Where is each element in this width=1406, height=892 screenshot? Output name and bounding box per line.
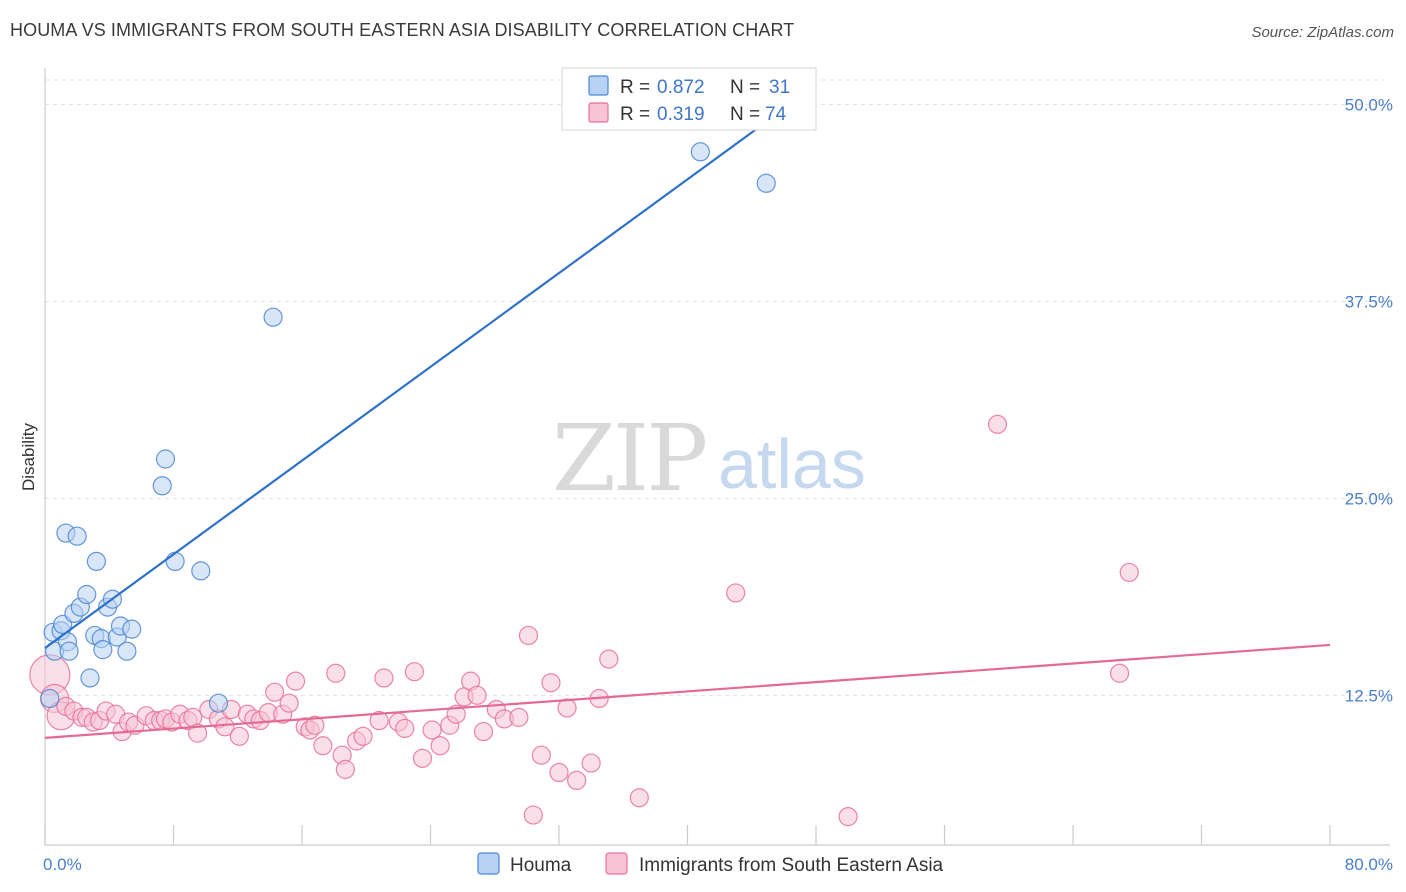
y-tick-label: 25.0% [1345,489,1393,508]
immigrant-point [265,682,285,702]
legend-n-value-immigrants: 74 [765,104,787,125]
immigrant-point [412,748,433,768]
houma-point [155,449,176,469]
immigrant-point [374,668,394,688]
immigrant-point [629,788,649,808]
immigrant-point [581,753,601,773]
bottom-legend-houma: Houma [510,855,572,876]
y-axis-title: Disability [19,422,38,491]
bottom-legend-swatch-immigrants [605,852,628,875]
immigrant-point [838,807,858,827]
immigrant-point [1109,663,1130,683]
immigrant-point [353,726,373,746]
legend-r-label-immigrants: R = [620,104,650,125]
immigrant-point [523,805,543,825]
series-legend: Houma Immigrants from South Eastern Asia [477,852,944,876]
immigrant-point [541,673,561,693]
legend-n-label-houma: N = [730,77,760,98]
immigrant-point [404,662,425,682]
legend-r-value-houma: 0.872 [657,77,705,98]
legend-r-value-immigrants: 0.319 [657,104,705,125]
bottom-legend-swatch-houma [477,852,500,875]
immigrant-point [467,685,487,705]
immigrant-point [395,718,415,739]
houma-point [67,526,87,546]
houma-point [122,619,142,639]
immigrant-point [726,583,746,603]
legend-n-value-houma: 31 [769,77,790,98]
immigrant-point [567,770,587,791]
grid-lines [45,79,1390,696]
legend-r-label-houma: R = [620,77,650,98]
immigrant-point [430,736,450,756]
bottom-legend-immigrants: Immigrants from South Eastern Asia [639,855,944,876]
trend-lines [44,84,1331,739]
immigrant-point [473,721,494,742]
houma-point [77,584,97,605]
immigrant-point [313,736,333,756]
immigrant-point [215,717,235,737]
y-tick-label: 37.5% [1345,292,1393,311]
series-houma-points [40,142,776,713]
watermark-zip: ZIP [552,405,705,512]
immigrant-point [422,720,442,740]
immigrant-point [335,759,355,779]
immigrant-point [305,715,325,735]
houma-point [690,142,710,162]
immigrant-point [987,414,1008,434]
legend-swatch-houma [588,75,609,96]
immigrant-point [1119,562,1139,583]
immigrant-point [369,710,389,731]
immigrant-point [326,663,346,683]
houma-point [80,668,100,688]
houma-point [59,641,79,661]
houma-point [191,561,211,581]
houma-point [208,693,229,713]
legend-n-label-immigrants: N = [730,104,760,125]
chart-title: HOUMA VS IMMIGRANTS FROM SOUTH EASTERN A… [10,20,795,40]
x-tick-label-max: 80.0% [1345,855,1393,874]
houma-point [165,551,185,572]
houma-point [93,640,113,660]
houma-point [117,641,137,661]
x-tick-labels: 0.0% 80.0% [43,855,1393,874]
immigrant-point [229,726,249,746]
watermark: ZIP atlas [552,405,866,512]
source-label: Source: ZipAtlas.com [1251,24,1394,41]
immigrant-point [446,704,466,724]
houma-point [152,476,172,496]
correlation-legend: R = 0.872 N = 31 R = 0.319 N = 74 [561,67,817,131]
immigrant-point [531,745,551,765]
houma-point [756,173,776,193]
y-tick-labels: 12.5% 25.0% 37.5% 50.0% [1345,96,1393,706]
trend-line-houma [44,84,817,649]
immigrant-point [599,649,619,669]
immigrant-point [557,698,577,718]
immigrant-point [549,762,569,783]
series-immigrants-points [29,414,1139,827]
legend-swatch-immigrants [588,102,609,123]
immigrant-point [518,625,539,646]
axes [44,68,1390,846]
houma-point [263,307,283,327]
houma-point [40,688,60,709]
watermark-atlas: atlas [718,425,866,503]
immigrant-point [187,723,208,743]
immigrant-point [509,707,529,727]
y-tick-label: 50.0% [1345,96,1393,115]
immigrant-point [279,693,299,713]
x-tick-label-min: 0.0% [43,855,82,874]
houma-point [86,551,107,572]
immigrant-point [285,671,306,691]
trend-line-immigrants [44,643,1331,739]
y-tick-label: 12.5% [1345,686,1393,705]
